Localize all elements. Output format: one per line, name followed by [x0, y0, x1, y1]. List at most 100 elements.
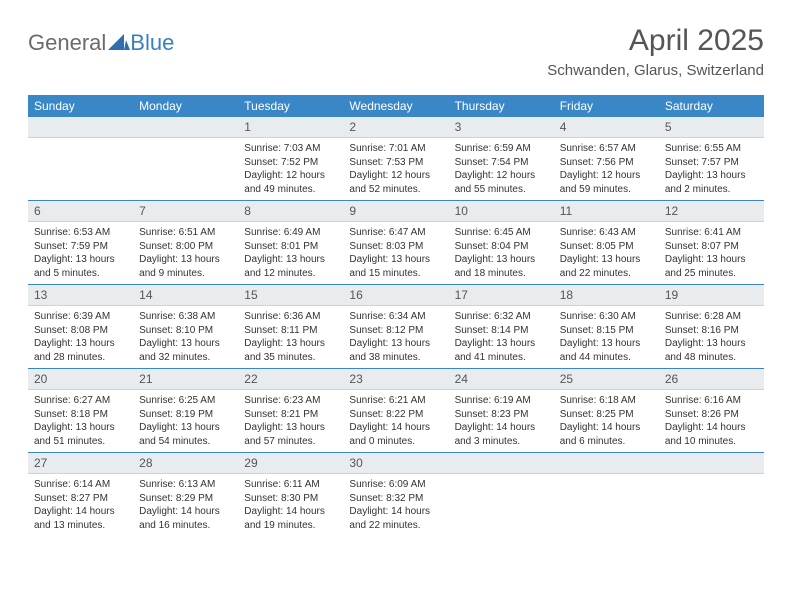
sunset-text: Sunset: 7:54 PM [455, 156, 548, 170]
day-number: 15 [238, 284, 343, 306]
calendar-day-cell: 20Sunrise: 6:27 AMSunset: 8:18 PMDayligh… [28, 368, 133, 452]
calendar-day-cell: 27Sunrise: 6:14 AMSunset: 8:27 PMDayligh… [28, 452, 133, 536]
day-details: Sunrise: 6:55 AMSunset: 7:57 PMDaylight:… [659, 138, 764, 200]
day-number: 30 [343, 452, 448, 474]
calendar-day-cell: 30 Sunrise: 6:09 AMSunset: 8:32 PMDayligh… [343, 452, 448, 536]
sunrise-text: Sunrise: 6:11 AM [244, 478, 337, 492]
day-number: 16 [343, 284, 448, 306]
day-details: Sunrise: 6:30 AMSunset: 8:15 PMDaylight:… [554, 306, 659, 368]
day-number: 21 [133, 368, 238, 390]
calendar-day-cell: 1Sunrise: 7:03 AMSunset: 7:52 PMDaylight… [238, 117, 343, 200]
day-details: Sunrise: 6:32 AMSunset: 8:14 PMDaylight:… [449, 306, 554, 368]
daylight-text: Daylight: 14 hours and 10 minutes. [665, 421, 758, 448]
calendar-day-cell: 9Sunrise: 6:47 AMSunset: 8:03 PMDaylight… [343, 200, 448, 284]
calendar-day-cell: 13Sunrise: 6:39 AMSunset: 8:08 PMDayligh… [28, 284, 133, 368]
day-number: 4 [554, 117, 659, 138]
sunrise-text: Sunrise: 6:51 AM [139, 226, 232, 240]
sunrise-text: Sunrise: 6:19 AM [455, 394, 548, 408]
calendar-day-cell [28, 117, 133, 200]
day-number: 13 [28, 284, 133, 306]
daylight-text: Daylight: 14 hours and 6 minutes. [560, 421, 653, 448]
daylight-text: Daylight: 13 hours and 57 minutes. [244, 421, 337, 448]
day-details: Sunrise: 6:16 AMSunset: 8:26 PMDaylight:… [659, 390, 764, 452]
sunset-text: Sunset: 8:01 PM [244, 240, 337, 254]
calendar-day-cell: 7 Sunrise: 6:51 AMSunset: 8:00 PMDaylight… [133, 200, 238, 284]
sunrise-text: Sunrise: 6:18 AM [560, 394, 653, 408]
day-number: 11 [554, 200, 659, 222]
day-details: Sunrise: 6:43 AMSunset: 8:05 PMDaylight:… [554, 222, 659, 284]
sunrise-text: Sunrise: 6:14 AM [34, 478, 127, 492]
day-number: 19 [659, 284, 764, 306]
day-number: 27 [28, 452, 133, 474]
calendar-day-cell: 21Sunrise: 6:25 AMSunset: 8:19 PMDayligh… [133, 368, 238, 452]
calendar-day-cell: 19Sunrise: 6:28 AMSunset: 8:16 PMDayligh… [659, 284, 764, 368]
day-number: 1 [238, 117, 343, 138]
sunset-text: Sunset: 7:53 PM [349, 156, 442, 170]
day-number [133, 117, 238, 138]
sunrise-text: Sunrise: 6:49 AM [244, 226, 337, 240]
calendar-week-row: 20Sunrise: 6:27 AMSunset: 8:18 PMDayligh… [28, 368, 764, 452]
sunset-text: Sunset: 8:22 PM [349, 408, 442, 422]
sunset-text: Sunset: 8:10 PM [139, 324, 232, 338]
sunset-text: Sunset: 8:21 PM [244, 408, 337, 422]
sunset-text: Sunset: 8:12 PM [349, 324, 442, 338]
day-number: 7 [133, 200, 238, 222]
day-number: 12 [659, 200, 764, 222]
day-details: Sunrise: 6:14 AMSunset: 8:27 PMDaylight:… [28, 474, 133, 536]
sunset-text: Sunset: 8:00 PM [139, 240, 232, 254]
daylight-text: Daylight: 13 hours and 9 minutes. [139, 253, 232, 280]
weekday-header: Thursday [449, 95, 554, 117]
calendar-day-cell: 10Sunrise: 6:45 AMSunset: 8:04 PMDayligh… [449, 200, 554, 284]
daylight-text: Daylight: 14 hours and 3 minutes. [455, 421, 548, 448]
day-details: Sunrise: 7:03 AMSunset: 7:52 PMDaylight:… [238, 138, 343, 200]
day-details: Sunrise: 6:25 AMSunset: 8:19 PMDaylight:… [133, 390, 238, 452]
daylight-text: Daylight: 14 hours and 22 minutes. [349, 505, 442, 532]
day-details [133, 138, 238, 146]
daylight-text: Daylight: 14 hours and 13 minutes. [34, 505, 127, 532]
day-details: Sunrise: 6:19 AMSunset: 8:23 PMDaylight:… [449, 390, 554, 452]
calendar-day-cell: 16Sunrise: 6:34 AMSunset: 8:12 PMDayligh… [343, 284, 448, 368]
day-number [554, 452, 659, 474]
sunset-text: Sunset: 8:15 PM [560, 324, 653, 338]
header: General Blue April 2025 Schwanden, Glaru… [28, 24, 764, 79]
month-title: April 2025 [547, 24, 764, 58]
daylight-text: Daylight: 14 hours and 16 minutes. [139, 505, 232, 532]
day-details: Sunrise: 6:41 AMSunset: 8:07 PMDaylight:… [659, 222, 764, 284]
day-number: 26 [659, 368, 764, 390]
calendar-day-cell: 28Sunrise: 6:13 AMSunset: 8:29 PMDayligh… [133, 452, 238, 536]
day-details [554, 474, 659, 482]
daylight-text: Daylight: 13 hours and 12 minutes. [244, 253, 337, 280]
sunrise-text: Sunrise: 6:41 AM [665, 226, 758, 240]
day-number: 29 [238, 452, 343, 474]
daylight-text: Daylight: 13 hours and 5 minutes. [34, 253, 127, 280]
sunrise-text: Sunrise: 6:23 AM [244, 394, 337, 408]
calendar-day-cell: 15Sunrise: 6:36 AMSunset: 8:11 PMDayligh… [238, 284, 343, 368]
day-number: 17 [449, 284, 554, 306]
daylight-text: Daylight: 13 hours and 51 minutes. [34, 421, 127, 448]
calendar-day-cell [554, 452, 659, 536]
sunrise-text: Sunrise: 6:09 AM [349, 478, 442, 492]
daylight-text: Daylight: 13 hours and 2 minutes. [665, 169, 758, 196]
daylight-text: Daylight: 13 hours and 35 minutes. [244, 337, 337, 364]
sunrise-text: Sunrise: 6:53 AM [34, 226, 127, 240]
sunset-text: Sunset: 7:57 PM [665, 156, 758, 170]
sunrise-text: Sunrise: 6:57 AM [560, 142, 653, 156]
sunrise-text: Sunrise: 6:32 AM [455, 310, 548, 324]
calendar-day-cell: 11Sunrise: 6:43 AMSunset: 8:05 PMDayligh… [554, 200, 659, 284]
sunset-text: Sunset: 8:16 PM [665, 324, 758, 338]
daylight-text: Daylight: 13 hours and 38 minutes. [349, 337, 442, 364]
calendar-day-cell: 14Sunrise: 6:38 AMSunset: 8:10 PMDayligh… [133, 284, 238, 368]
daylight-text: Daylight: 13 hours and 22 minutes. [560, 253, 653, 280]
sunset-text: Sunset: 8:08 PM [34, 324, 127, 338]
sunrise-text: Sunrise: 6:25 AM [139, 394, 232, 408]
sunrise-text: Sunrise: 6:36 AM [244, 310, 337, 324]
sunset-text: Sunset: 8:32 PM [349, 492, 442, 506]
day-number: 14 [133, 284, 238, 306]
daylight-text: Daylight: 13 hours and 41 minutes. [455, 337, 548, 364]
calendar-day-cell: 3Sunrise: 6:59 AMSunset: 7:54 PMDaylight… [449, 117, 554, 200]
sunrise-text: Sunrise: 6:30 AM [560, 310, 653, 324]
sunrise-text: Sunrise: 7:03 AM [244, 142, 337, 156]
day-number: 9 [343, 200, 448, 222]
brand-triangle-icon [108, 32, 130, 55]
day-details: Sunrise: 6:36 AMSunset: 8:11 PMDaylight:… [238, 306, 343, 368]
